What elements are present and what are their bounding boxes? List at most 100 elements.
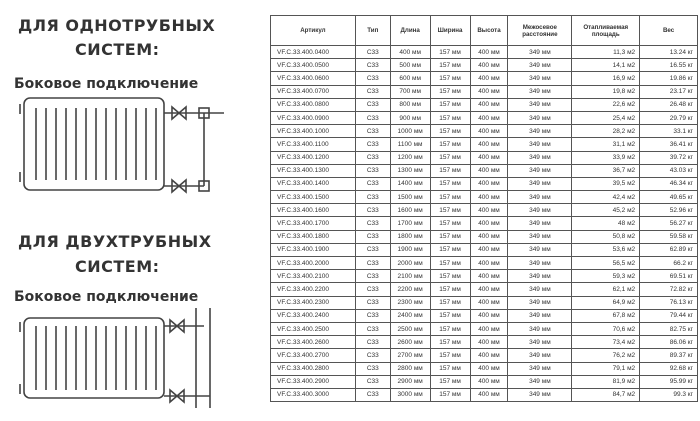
table-row: VF.C.33.400.2900 C33 2900 мм 157 мм 400 мм 34… bbox=[270, 374, 698, 389]
table-cell: 400 мм bbox=[469, 387, 509, 403]
table-row: VF.C.33.400.1600 C33 1600 мм 157 мм 400 мм 34… bbox=[270, 203, 698, 218]
table-cell: 400 мм bbox=[469, 216, 509, 231]
table-cell: C33 bbox=[354, 84, 391, 99]
table-cell: 79,1 м2 bbox=[571, 361, 641, 376]
table-cell: C33 bbox=[354, 44, 391, 60]
table-cell: 349 мм bbox=[507, 255, 573, 271]
table-cell: 400 мм bbox=[469, 321, 509, 337]
table-row: VF.C.33.400.0800 C33 800 мм 157 мм 400 мм 349… bbox=[270, 97, 698, 112]
table-cell: 400 мм bbox=[469, 242, 509, 258]
table-cell: 26.48 кг bbox=[639, 97, 698, 112]
table-row: VF.C.33.400.2800 C33 2800 мм 157 мм 400 мм 34… bbox=[270, 361, 698, 376]
table-cell: 157 мм bbox=[429, 335, 471, 350]
table-cell: 36,7 м2 bbox=[571, 163, 641, 178]
table-cell: 69.51 кг bbox=[639, 269, 698, 284]
table-cell: 157 мм bbox=[429, 176, 471, 192]
table-cell: 33,9 м2 bbox=[571, 150, 641, 165]
table-cell: 29.79 кг bbox=[639, 110, 698, 126]
table-cell: 157 мм bbox=[429, 110, 471, 126]
table-cell: 73,4 м2 bbox=[571, 335, 641, 350]
table-cell: 349 мм bbox=[507, 71, 573, 86]
table-cell: 2500 мм bbox=[389, 321, 431, 337]
table-cell: 99.3 кг bbox=[639, 387, 698, 403]
table-cell: C33 bbox=[354, 282, 391, 297]
table-cell: 157 мм bbox=[429, 44, 471, 60]
radiator-two-pipe bbox=[19, 308, 211, 408]
table-cell: 157 мм bbox=[429, 387, 471, 403]
table-cell: 157 мм bbox=[429, 97, 471, 112]
table-cell: 400 мм bbox=[469, 361, 509, 376]
table-cell: C33 bbox=[354, 216, 391, 231]
table-cell: 62,1 м2 bbox=[571, 282, 641, 297]
table-cell: 349 мм bbox=[507, 269, 573, 284]
table-cell: 157 мм bbox=[429, 163, 471, 178]
table-cell: 62.89 кг bbox=[639, 242, 698, 258]
table-cell: VF.C.33.400.2800 bbox=[270, 361, 356, 376]
table-cell: VF.C.33.400.2000 bbox=[270, 255, 356, 271]
section-subtitle: Боковое подключение bbox=[14, 289, 199, 305]
table-cell: 1400 мм bbox=[389, 176, 431, 192]
table-cell: 349 мм bbox=[507, 242, 573, 258]
table-cell: 157 мм bbox=[429, 58, 471, 73]
table-row: VF.C.33.400.1100 C33 1100 мм 157 мм 400 мм 34… bbox=[270, 137, 698, 152]
section-subtitle: Боковое подключение bbox=[14, 76, 199, 92]
table-cell: 400 мм bbox=[469, 335, 509, 350]
table-cell: C33 bbox=[354, 295, 391, 310]
table-cell: C33 bbox=[354, 348, 391, 363]
table-row: VF.C.33.400.0600 C33 600 мм 157 мм 400 мм 349… bbox=[270, 71, 698, 86]
table-cell: 400 мм bbox=[469, 255, 509, 271]
table-cell: 11,3 м2 bbox=[571, 44, 641, 60]
table-cell: 349 мм bbox=[507, 282, 573, 297]
table-cell: 349 мм bbox=[507, 163, 573, 178]
table-row: VF.C.33.400.2000 C33 2000 мм 157 мм 400 мм 34… bbox=[270, 255, 698, 271]
table-cell: 157 мм bbox=[429, 137, 471, 152]
table-cell: 349 мм bbox=[507, 176, 573, 192]
table-body: VF.C.33.400.0400 C33 400 мм 157 мм 400 мм 349… bbox=[270, 44, 698, 403]
table-cell: C33 bbox=[354, 58, 391, 73]
table-row: VF.C.33.400.1200 C33 1200 мм 157 мм 400 мм 34… bbox=[270, 150, 698, 165]
table-row: VF.C.33.400.1000 C33 1000 мм 157 мм 400 мм 34… bbox=[270, 124, 698, 139]
header-cell: Межосевое расстояние bbox=[507, 15, 573, 46]
header-cell: Вес bbox=[639, 15, 698, 46]
table-cell: VF.C.33.400.2100 bbox=[270, 269, 356, 284]
table-cell: VF.C.33.400.2900 bbox=[270, 374, 356, 389]
table-cell: C33 bbox=[354, 150, 391, 165]
table-cell: 70,6 м2 bbox=[571, 321, 641, 337]
table-cell: 2600 мм bbox=[389, 335, 431, 350]
table-cell: 16.55 кг bbox=[639, 58, 698, 73]
table-row: VF.C.33.400.1800 C33 1800 мм 157 мм 400 мм 34… bbox=[270, 229, 698, 244]
table-cell: 349 мм bbox=[507, 229, 573, 244]
table-cell: 16,9 м2 bbox=[571, 71, 641, 86]
table-cell: 400 мм bbox=[469, 44, 509, 60]
table-cell: C33 bbox=[354, 190, 391, 205]
table-cell: 400 мм bbox=[469, 269, 509, 284]
table-cell: VF.C.33.400.0600 bbox=[270, 71, 356, 86]
table-cell: VF.C.33.400.0900 bbox=[270, 110, 356, 126]
table-cell: 400 мм bbox=[469, 124, 509, 139]
table-row: VF.C.33.400.3000 C33 3000 мм 157 мм 400 мм 34… bbox=[270, 387, 698, 403]
table-cell: VF.C.33.400.0500 bbox=[270, 58, 356, 73]
table-cell: 3000 мм bbox=[389, 387, 431, 403]
table-row: VF.C.33.400.2300 C33 2300 мм 157 мм 400 мм 34… bbox=[270, 295, 698, 310]
table-cell: 2300 мм bbox=[389, 295, 431, 310]
table-cell: VF.C.33.400.2700 bbox=[270, 348, 356, 363]
table-row: VF.C.33.400.1400 C33 1400 мм 157 мм 400 мм 34… bbox=[270, 176, 698, 192]
table-cell: 23.17 кг bbox=[639, 84, 698, 99]
table-cell: 400 мм bbox=[469, 84, 509, 99]
table-cell: 349 мм bbox=[507, 387, 573, 403]
table-cell: C33 bbox=[354, 203, 391, 218]
table-cell: 157 мм bbox=[429, 269, 471, 284]
table-cell: C33 bbox=[354, 374, 391, 389]
table-cell: 349 мм bbox=[507, 150, 573, 165]
table-cell: 700 мм bbox=[389, 84, 431, 99]
table-cell: 400 мм bbox=[469, 190, 509, 205]
table-row: VF.C.33.400.1700 C33 1700 мм 157 мм 400 мм 34… bbox=[270, 216, 698, 231]
table-cell: 900 мм bbox=[389, 110, 431, 126]
table-cell: 400 мм bbox=[469, 110, 509, 126]
table-cell: 349 мм bbox=[507, 216, 573, 231]
table-cell: 349 мм bbox=[507, 335, 573, 350]
table-cell: 81,9 м2 bbox=[571, 374, 641, 389]
table-cell: 67,8 м2 bbox=[571, 308, 641, 323]
table-cell: 46.34 кг bbox=[639, 176, 698, 192]
